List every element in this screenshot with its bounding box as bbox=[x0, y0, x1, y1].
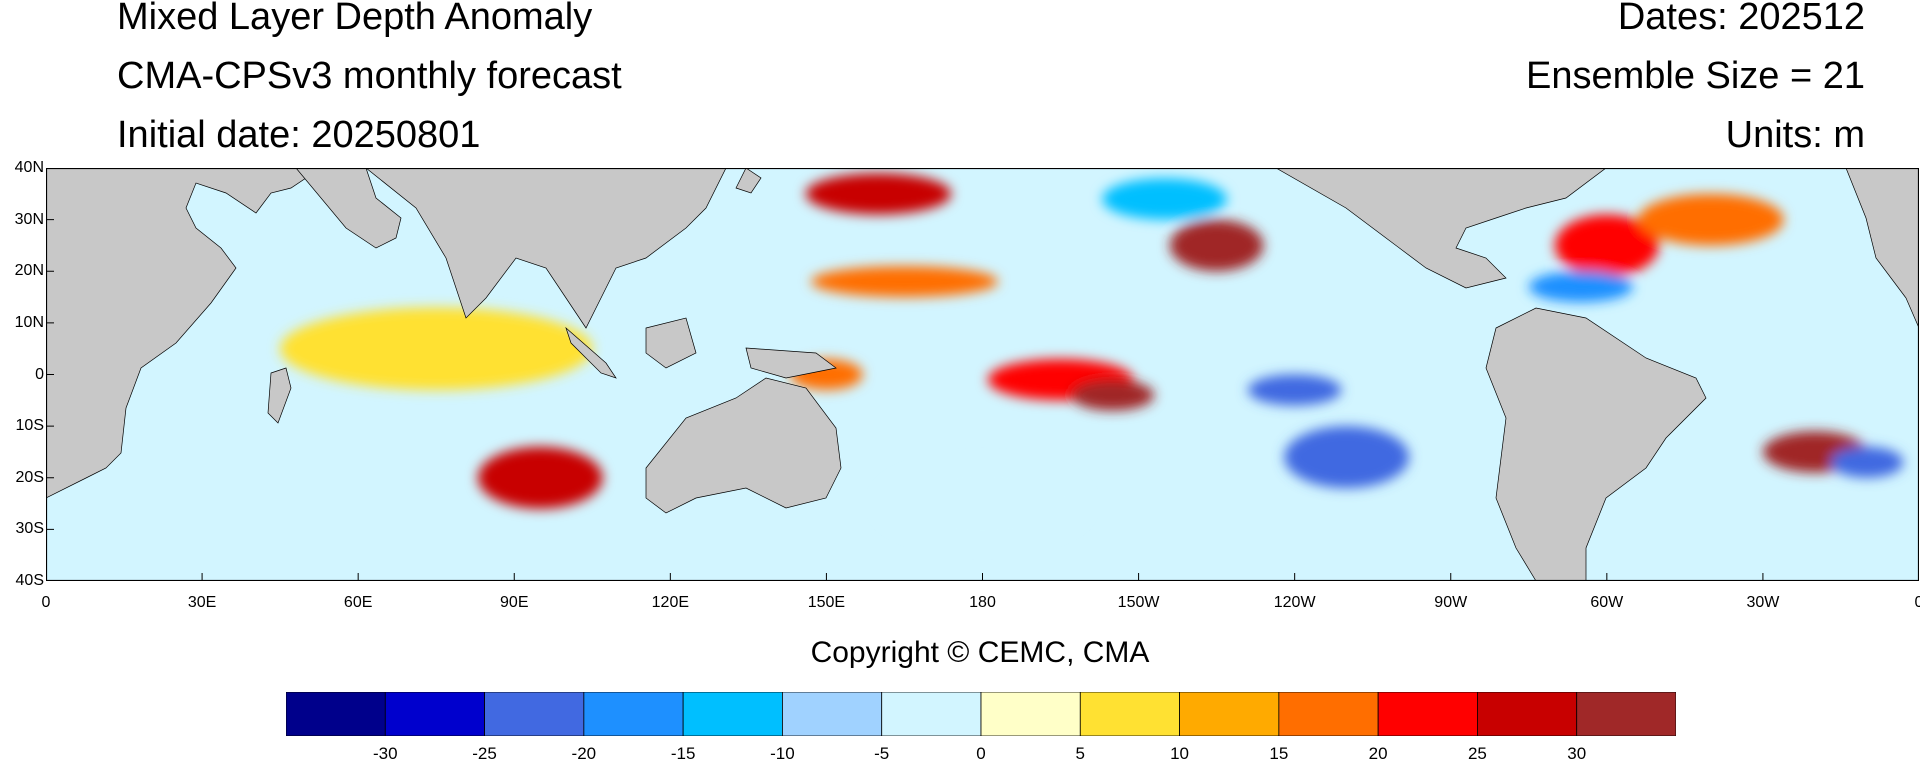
lat-tick-label: 30S bbox=[15, 520, 44, 538]
lon-tick-label: 120E bbox=[651, 594, 690, 611]
colorbar-bin bbox=[384, 692, 485, 736]
colorbar-tick-label: 25 bbox=[1467, 744, 1487, 763]
sumatra-land bbox=[565, 326, 617, 379]
arabia-land bbox=[295, 168, 402, 249]
lat-tick-label: 40N bbox=[14, 159, 44, 176]
colorbar-tick-label: -20 bbox=[571, 744, 597, 763]
colorbar-bin bbox=[980, 692, 1081, 736]
colorbar-bin bbox=[682, 692, 783, 736]
anomaly-patch bbox=[280, 307, 593, 390]
japan-land bbox=[735, 168, 762, 194]
colorbar-bin bbox=[1179, 692, 1280, 736]
anomaly-patch bbox=[1284, 426, 1410, 489]
lat-tick-label: 0 bbox=[35, 365, 44, 383]
anomaly-patch bbox=[1830, 446, 1904, 478]
lon-tick-label: 90E bbox=[500, 594, 529, 611]
lat-tick-label: 30N bbox=[14, 210, 44, 228]
colorbar-bin bbox=[1079, 692, 1180, 736]
lon-tick-label: 60E bbox=[343, 594, 373, 611]
anomaly-patch bbox=[805, 173, 952, 215]
colorbar-bin bbox=[881, 692, 982, 736]
colorbar-tick-label: -30 bbox=[372, 744, 398, 763]
lon-tick-label: 150W bbox=[1117, 594, 1160, 611]
colorbar-tick-label: -5 bbox=[874, 744, 890, 763]
asia-land bbox=[365, 168, 727, 329]
lon-tick-label: 120W bbox=[1273, 594, 1316, 611]
colorbar-bin bbox=[583, 692, 684, 736]
colorbar-tick-label: 5 bbox=[1075, 744, 1086, 763]
ensemble-size: Ensemble Size = 21 bbox=[1525, 55, 1865, 97]
lat-tick-label: 20S bbox=[15, 468, 44, 486]
colorbar-bin bbox=[782, 692, 883, 736]
lon-tick-label: 30E bbox=[187, 594, 217, 611]
anomaly-patch bbox=[1102, 178, 1228, 220]
land-masses bbox=[46, 168, 1919, 581]
lat-tick-label: 10N bbox=[14, 313, 44, 331]
map-ticks bbox=[46, 168, 1919, 581]
colorbar-bin bbox=[1377, 692, 1478, 736]
lat-tick-label: 20N bbox=[14, 262, 44, 280]
colorbar-bin bbox=[1576, 692, 1676, 736]
anomaly-patch bbox=[810, 266, 999, 298]
anomaly-patch bbox=[1638, 193, 1784, 246]
lon-tick-label: 30W bbox=[1746, 594, 1780, 611]
lon-tick-label: 60W bbox=[1590, 594, 1624, 611]
colorbar-tick-label: -15 bbox=[670, 744, 696, 763]
anomaly-patch bbox=[1169, 219, 1264, 272]
anomaly-patch bbox=[878, 462, 1087, 545]
units-label: Units: m bbox=[1725, 114, 1865, 156]
colorbar-tick-label: -25 bbox=[472, 744, 497, 763]
anomaly-field bbox=[280, 173, 1904, 545]
borneo-land bbox=[645, 317, 697, 369]
anomaly-patch bbox=[1247, 374, 1342, 406]
australia-land bbox=[645, 377, 842, 514]
lon-tick-label: 0 bbox=[1914, 594, 1920, 611]
lat-tick-label: 10S bbox=[15, 417, 44, 435]
africa-land bbox=[46, 168, 312, 499]
map-title: Mixed Layer Depth Anomaly bbox=[117, 0, 593, 38]
lat-tick-label: 40S bbox=[15, 572, 44, 589]
colorbar-tick-label: 30 bbox=[1567, 744, 1587, 763]
europe-land bbox=[1845, 168, 1919, 329]
lon-tick-label: 90W bbox=[1434, 594, 1468, 611]
initial-date: Initial date: 20250801 bbox=[117, 114, 481, 156]
colorbar-tick-label: 10 bbox=[1170, 744, 1190, 763]
north-america-land bbox=[1275, 168, 1607, 289]
anomaly-patch bbox=[477, 446, 603, 509]
colorbar-tick-label: 0 bbox=[976, 744, 986, 763]
anomaly-map bbox=[46, 168, 1919, 581]
anomaly-patch bbox=[1554, 214, 1659, 277]
south-america-land bbox=[1485, 307, 1707, 581]
map-canvas bbox=[46, 168, 1919, 581]
model-subtitle: CMA-CPSv3 monthly forecast bbox=[117, 55, 622, 97]
madagascar-land bbox=[267, 367, 292, 424]
copyright-notice: Copyright © CEMC, CMA bbox=[810, 636, 1150, 669]
lon-tick-label: 180 bbox=[969, 594, 996, 611]
colorbar-bin bbox=[484, 692, 585, 736]
anomaly-patch bbox=[1070, 379, 1155, 411]
colorbar bbox=[286, 692, 1676, 736]
colorbar-bin bbox=[1477, 692, 1578, 736]
colorbar-bin bbox=[286, 692, 386, 736]
anomaly-patch bbox=[1528, 271, 1633, 303]
forecast-dates: Dates: 202512 bbox=[1617, 0, 1865, 38]
lon-tick-label: 150E bbox=[807, 594, 846, 611]
colorbar-tick-label: -10 bbox=[770, 744, 795, 763]
new-guinea-land bbox=[745, 347, 837, 379]
colorbar-tick-label: 15 bbox=[1269, 744, 1289, 763]
colorbar-tick-label: 20 bbox=[1368, 744, 1388, 763]
lon-tick-label: 0 bbox=[41, 594, 51, 611]
colorbar-bin bbox=[1278, 692, 1379, 736]
